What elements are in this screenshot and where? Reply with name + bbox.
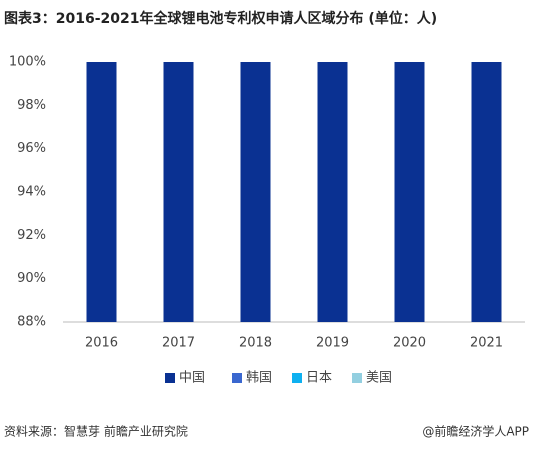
legend-label: 日本 bbox=[306, 371, 332, 386]
y-tick-label: 88% bbox=[17, 315, 46, 330]
y-tick-label: 90% bbox=[17, 271, 46, 286]
y-tick-label: 98% bbox=[17, 98, 46, 113]
y-tick-label: 92% bbox=[17, 228, 46, 243]
legend-swatch bbox=[292, 373, 302, 383]
bar-segment bbox=[86, 62, 117, 322]
credit: @前瞻经济学人APP bbox=[422, 424, 529, 439]
x-tick-label: 2019 bbox=[316, 336, 349, 351]
bar-segment bbox=[240, 62, 271, 322]
legend-swatch bbox=[352, 373, 362, 383]
y-tick-label: 94% bbox=[17, 185, 46, 200]
y-tick-label: 96% bbox=[17, 141, 46, 156]
x-tick-label: 2018 bbox=[239, 336, 272, 351]
legend-swatch bbox=[165, 373, 175, 383]
legend-label: 中国 bbox=[179, 371, 205, 386]
y-tick-label: 100% bbox=[9, 55, 46, 70]
x-tick-label: 2017 bbox=[162, 336, 195, 351]
x-tick-label: 2021 bbox=[470, 336, 503, 351]
source: 资料来源：智慧芽 前瞻产业研究院 bbox=[4, 424, 188, 439]
legend-swatch bbox=[232, 373, 242, 383]
x-tick-label: 2016 bbox=[85, 336, 118, 351]
bar-segment bbox=[317, 62, 348, 322]
x-tick-label: 2020 bbox=[393, 336, 426, 351]
bar-segment bbox=[163, 62, 194, 322]
bar-segment bbox=[471, 62, 502, 322]
legend-label: 美国 bbox=[366, 371, 392, 386]
chart-title: 图表3：2016-2021年全球锂电池专利权申请人区域分布 (单位：人) bbox=[4, 10, 437, 27]
legend-label: 韩国 bbox=[246, 371, 272, 386]
bar-segment bbox=[394, 62, 425, 322]
